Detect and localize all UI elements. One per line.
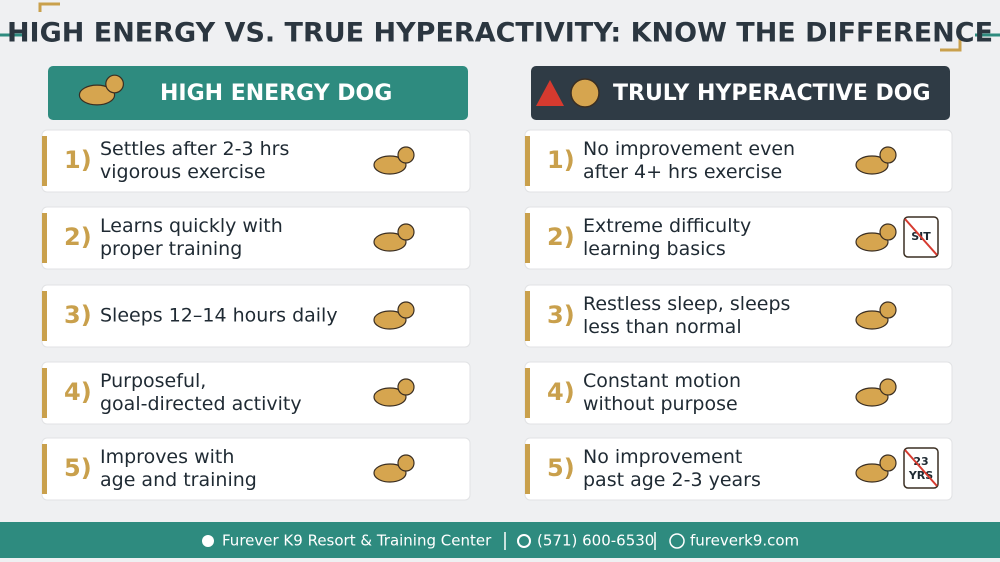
icon-dog-head [397, 301, 415, 319]
item-number: 3) [64, 301, 92, 329]
item-text: vigorous exercise [100, 161, 266, 183]
icon-dog-head [105, 74, 124, 94]
item-accent [525, 136, 530, 186]
paw-icon [202, 535, 214, 547]
icon-dog-body [855, 387, 889, 407]
footer-bar [0, 522, 1000, 558]
item-text: Extreme difficulty [583, 215, 751, 237]
item-text: Improves with [100, 446, 234, 468]
item-text: less than normal [583, 316, 742, 338]
warning-icon [536, 80, 564, 106]
item-number: 1) [547, 146, 575, 174]
item-text: Constant motion [583, 370, 741, 392]
icon-dog-head [397, 378, 415, 396]
icon-dog-head [570, 78, 600, 108]
icon-dog-body [373, 387, 407, 407]
column-header-text: TRULY HYPERACTIVE DOG [613, 81, 931, 106]
icon-dog-body [373, 155, 407, 175]
item-accent [525, 291, 530, 341]
column-header [531, 66, 950, 120]
icon-dog-head [397, 454, 415, 472]
item-number: 5) [547, 454, 575, 482]
icon-dog-head [397, 146, 415, 164]
item-text: without purpose [583, 393, 738, 415]
item-text: learning basics [583, 238, 726, 260]
icon-dog-head [879, 301, 897, 319]
icon-dog-body [855, 155, 889, 175]
icon-dog-head [879, 223, 897, 241]
column-header [48, 66, 468, 120]
icon-dog-body [855, 232, 889, 252]
icon-dog-head [879, 146, 897, 164]
item-text: past age 2-3 years [583, 469, 761, 491]
item-number: 5) [64, 454, 92, 482]
title-bracket [38, 2, 962, 52]
icon-text: YRS [908, 469, 933, 482]
item-accent [525, 444, 530, 494]
item-text: age and training [100, 469, 257, 491]
footer-text: Furever K9 Resort & Training Center [222, 532, 492, 550]
title: HIGH ENERGY VS. TRUE HYPERACTIVITY: KNOW… [7, 18, 993, 49]
column-header-text: HIGH ENERGY DOG [160, 81, 392, 106]
item-accent [42, 213, 47, 263]
icon-dog-body [373, 232, 407, 252]
icon-dog-body [373, 310, 407, 330]
item-accent [525, 213, 530, 263]
item-number: 4) [547, 378, 575, 406]
icon-cross [904, 449, 938, 487]
item-accent [525, 368, 530, 418]
item-accent [42, 368, 47, 418]
item-accent [42, 291, 47, 341]
item-number: 3) [547, 301, 575, 329]
icon-dog-body [855, 463, 889, 483]
item-text: Purposeful, [100, 370, 206, 392]
item-number: 2) [547, 223, 575, 251]
item-accent [42, 136, 47, 186]
globe-icon [669, 533, 685, 549]
icon-cross [904, 218, 938, 256]
item-text: Learns quickly with [100, 215, 283, 237]
footer-text: (571) 600-6530 [537, 532, 654, 550]
footer-text: fureverk9.com [690, 532, 799, 550]
item-text: Sleeps 12–14 hours daily [100, 305, 338, 327]
item-accent [42, 444, 47, 494]
item-number: 1) [64, 146, 92, 174]
phone-icon [517, 534, 531, 548]
icon-dog-head [397, 223, 415, 241]
icon-dog-body [78, 84, 116, 106]
icon-dog-body [373, 463, 407, 483]
item-number: 4) [64, 378, 92, 406]
item-text: Restless sleep, sleeps [583, 293, 790, 315]
item-text: No improvement [583, 446, 742, 468]
icon-dog-head [879, 378, 897, 396]
item-text: No improvement even [583, 138, 795, 160]
item-text: after 4+ hrs exercise [583, 161, 782, 183]
icon-dog-body [855, 310, 889, 330]
item-text: goal-directed activity [100, 393, 302, 415]
item-text: Settles after 2-3 hrs [100, 138, 289, 160]
item-text: proper training [100, 238, 242, 260]
item-number: 2) [64, 223, 92, 251]
icon-dog-head [879, 454, 897, 472]
